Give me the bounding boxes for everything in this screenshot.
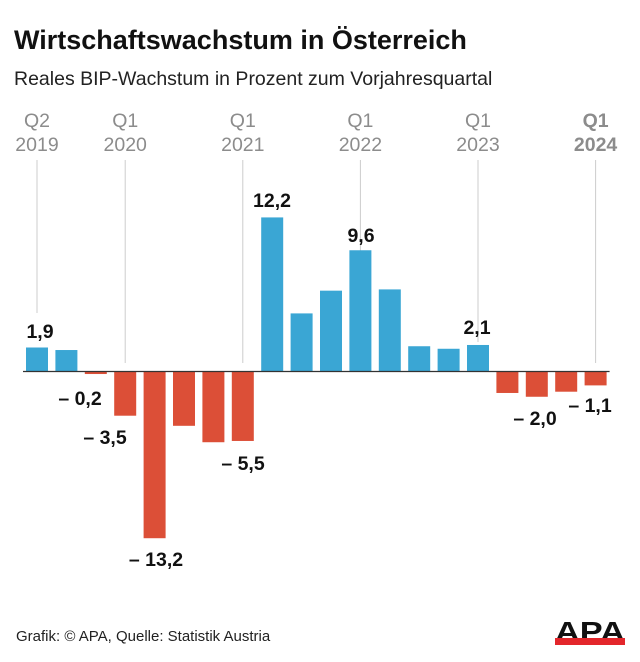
bars [26,217,607,539]
footer-source: Grafik: © APA, Quelle: Statistik Austria [16,628,271,645]
bar-q3-2020 [173,371,195,426]
bar-q3-2022 [408,346,431,372]
apa-logo: APA [555,616,625,647]
bar-q3-2019 [55,350,78,372]
bar-q1-2022 [349,250,372,372]
tick-label-year: 2024 [574,134,618,156]
data-label: – 2,0 [513,408,557,430]
data-label: 9,6 [347,225,374,247]
bar-q2-2023 [496,371,519,393]
data-label: – 0,2 [58,388,102,410]
bar-q4-2019 [84,371,107,375]
bar-q4-2020 [202,371,225,443]
bar-q4-2023 [555,371,578,392]
bar-q1-2024 [584,371,607,386]
bar-q4-2022 [437,348,460,372]
bar-q1-2021 [231,371,254,441]
tick-label-year: 2023 [456,134,499,156]
bar-q4-2021 [320,290,342,372]
bar-q2-2020 [143,371,166,539]
tick-label-year: 2021 [221,134,264,156]
apa-logo-bar [555,638,625,645]
tick-label-quarter: Q1 [112,110,138,132]
data-label: 1,9 [26,321,53,343]
tick-label-year: 2020 [104,134,148,156]
chart-subtitle: Reales BIP-Wachstum in Prozent zum Vorja… [14,68,492,90]
data-label: 12,2 [253,190,291,212]
tick-label-year: 2022 [339,134,382,156]
bar-q2-2022 [378,289,401,372]
data-label: – 13,2 [129,549,183,571]
data-label: – 3,5 [83,427,127,449]
chart-title: Wirtschaftswachstum in Österreich [14,25,467,55]
tick-label-quarter: Q1 [230,110,256,132]
bar-q1-2023 [467,344,489,372]
bar-q3-2021 [290,313,313,372]
tick-label-quarter: Q1 [347,110,373,132]
tick-label-quarter: Q1 [583,110,609,132]
tick-label-year: 2019 [15,134,58,156]
data-label: – 1,1 [568,395,612,417]
bar-q3-2023 [525,371,548,397]
bar-q1-2020 [114,371,137,416]
bar-q2-2019 [26,347,48,372]
tick-label-quarter: Q1 [465,110,491,132]
data-labels: 1,9 – 0,2 – 3,5 – 13,2 – 5,5 12,2 9,6 2,1 – 2,0–… [26,190,611,571]
bar-q2-2021 [261,217,284,372]
tick-label-quarter: Q2 [24,110,50,132]
data-label: – 5,5 [221,453,265,475]
data-label: 2,1 [463,317,490,339]
